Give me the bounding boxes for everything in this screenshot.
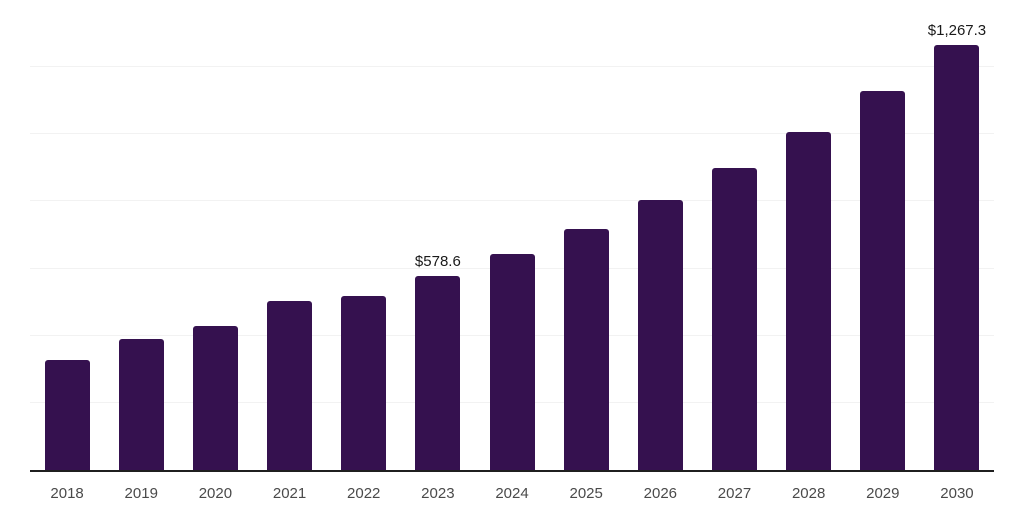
bar-2028[interactable] (786, 132, 832, 470)
x-tick-label-2023: 2023 (421, 485, 455, 502)
bar-group-2019 (104, 0, 178, 470)
bar-group-2029 (846, 0, 920, 470)
bar-value-label-2030: $1,267.3 (927, 21, 987, 39)
x-tick-label-2020: 2020 (198, 485, 233, 502)
bar-group-2021 (252, 0, 326, 470)
bar-group-2022 (327, 0, 401, 470)
bar-2027[interactable] (711, 168, 757, 470)
x-tick-label-2030: 2030 (940, 485, 974, 502)
x-axis-line (30, 470, 994, 472)
bar-2019[interactable] (118, 339, 164, 470)
bar-2029[interactable] (860, 91, 906, 470)
bar-group-2020 (178, 0, 252, 470)
bar-2024[interactable] (489, 253, 535, 470)
x-tick-label-2026: 2026 (643, 485, 678, 502)
bars-container: $578.6 $1,267.3 (30, 0, 994, 470)
x-tick-label-2021: 2021 (272, 485, 307, 502)
bar-group-2030: $1,267.3 (920, 0, 994, 470)
bar-group-2027 (697, 0, 771, 470)
x-tick-label-2022: 2022 (347, 485, 381, 502)
bar-2021[interactable] (267, 301, 313, 470)
x-tick-label-2019: 2019 (124, 485, 158, 502)
x-tick-label-2018: 2018 (50, 485, 84, 502)
bar-2022[interactable] (341, 296, 387, 470)
x-axis-tick-labels: 2018 2019 2020 2021 2022 2023 2024 2025 2026 2027… (30, 485, 994, 502)
bar-2025[interactable] (563, 228, 609, 470)
bar-2026[interactable] (637, 200, 683, 470)
gridline (30, 66, 994, 68)
x-tick-label-2025: 2025 (569, 485, 603, 502)
bar-2030[interactable] (934, 44, 980, 470)
bar-group-2026 (623, 0, 697, 470)
x-tick-label-2028: 2028 (791, 485, 826, 502)
bar-group-2028 (772, 0, 846, 470)
bar-2020[interactable] (192, 325, 238, 470)
gridline (30, 133, 994, 135)
bar-group-2023: $578.6 (401, 0, 475, 470)
x-tick-label-2024: 2024 (495, 485, 529, 502)
bar-group-2018 (30, 0, 104, 470)
bar-2023[interactable] (415, 275, 461, 470)
bar-group-2025 (549, 0, 623, 470)
bar-2018[interactable] (44, 360, 90, 470)
bar-value-label-2023: $578.6 (414, 252, 461, 270)
gridline (30, 200, 994, 202)
x-tick-label-2029: 2029 (866, 485, 900, 502)
bar-group-2024 (475, 0, 549, 470)
x-tick-label-2027: 2027 (717, 485, 752, 502)
plot-area: $578.6 $1,267.3 (30, 0, 994, 470)
